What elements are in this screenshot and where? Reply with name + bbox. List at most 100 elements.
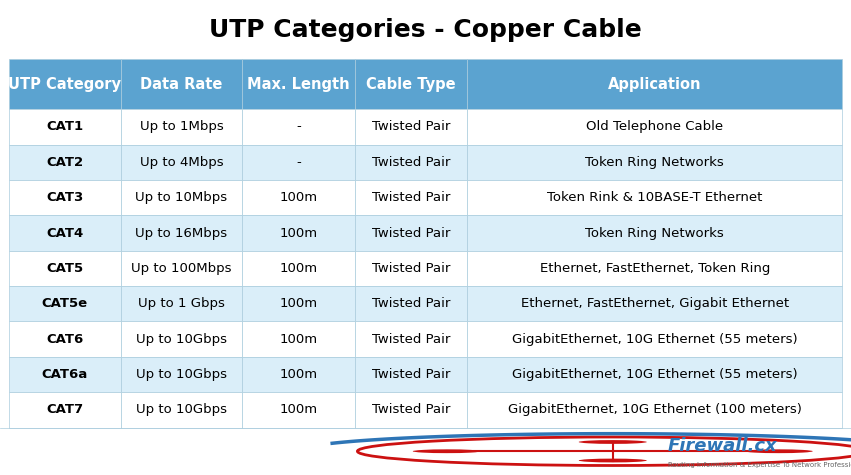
Text: Up to 10Gbps: Up to 10Gbps [136, 403, 227, 416]
Bar [121, 357, 242, 392]
Bar [355, 322, 467, 357]
Text: Routing Information & Expertise To Network Professionals: Routing Information & Expertise To Netwo… [668, 462, 851, 467]
Bar [121, 286, 242, 322]
Bar [9, 322, 121, 357]
Text: CAT5e: CAT5e [42, 297, 88, 310]
Text: Ethernet, FastEthernet, Token Ring: Ethernet, FastEthernet, Token Ring [540, 262, 770, 275]
Text: Twisted Pair: Twisted Pair [372, 368, 450, 381]
Bar [121, 109, 242, 144]
Bar [242, 180, 355, 215]
Text: -: - [296, 121, 300, 133]
Bar [467, 322, 842, 357]
Text: CAT2: CAT2 [46, 156, 83, 169]
Text: GigabitEthernet, 10G Ethernet (100 meters): GigabitEthernet, 10G Ethernet (100 meter… [508, 403, 802, 416]
Text: GigabitEthernet, 10G Ethernet (55 meters): GigabitEthernet, 10G Ethernet (55 meters… [512, 332, 797, 346]
Text: 100m: 100m [279, 262, 317, 275]
Bar [242, 286, 355, 322]
Bar [355, 109, 467, 144]
Bar [242, 215, 355, 251]
Circle shape [579, 459, 647, 463]
Circle shape [745, 449, 813, 453]
Bar [9, 286, 121, 322]
Bar [9, 392, 121, 428]
Bar [467, 357, 842, 392]
Text: Twisted Pair: Twisted Pair [372, 156, 450, 169]
Text: Up to 10Gbps: Up to 10Gbps [136, 368, 227, 381]
Text: Old Telephone Cable: Old Telephone Cable [586, 121, 723, 133]
Text: 100m: 100m [279, 297, 317, 310]
Bar [467, 109, 842, 144]
Text: Ethernet, FastEthernet, Gigabit Ethernet: Ethernet, FastEthernet, Gigabit Ethernet [521, 297, 789, 310]
Text: Up to 10Gbps: Up to 10Gbps [136, 332, 227, 346]
Text: Twisted Pair: Twisted Pair [372, 297, 450, 310]
Bar [121, 180, 242, 215]
Text: Cable Type: Cable Type [366, 77, 456, 92]
Text: Token Rink & 10BASE-T Ethernet: Token Rink & 10BASE-T Ethernet [547, 191, 762, 204]
Text: Twisted Pair: Twisted Pair [372, 403, 450, 416]
Bar [242, 251, 355, 286]
Bar [467, 144, 842, 180]
Circle shape [579, 440, 647, 444]
Text: Up to 1 Gbps: Up to 1 Gbps [138, 297, 225, 310]
Text: Twisted Pair: Twisted Pair [372, 332, 450, 346]
Bar [121, 392, 242, 428]
Text: Token Ring Networks: Token Ring Networks [585, 227, 724, 239]
Bar [467, 251, 842, 286]
Bar [355, 59, 467, 109]
Text: GigabitEthernet, 10G Ethernet (55 meters): GigabitEthernet, 10G Ethernet (55 meters… [512, 368, 797, 381]
Bar [355, 215, 467, 251]
Bar [9, 144, 121, 180]
Bar [242, 357, 355, 392]
Bar [467, 180, 842, 215]
Bar [9, 59, 121, 109]
Text: Up to 10Mbps: Up to 10Mbps [135, 191, 227, 204]
Bar [355, 357, 467, 392]
Text: CAT4: CAT4 [46, 227, 83, 239]
Bar [355, 392, 467, 428]
Text: Max. Length: Max. Length [247, 77, 350, 92]
Bar [242, 59, 355, 109]
Text: Firewall.cx: Firewall.cx [668, 437, 778, 455]
Text: 100m: 100m [279, 332, 317, 346]
Text: CAT3: CAT3 [46, 191, 83, 204]
Text: Up to 4Mbps: Up to 4Mbps [140, 156, 223, 169]
Bar [467, 59, 842, 109]
Bar [355, 144, 467, 180]
Text: Data Rate: Data Rate [140, 77, 223, 92]
Bar [242, 392, 355, 428]
Bar [467, 392, 842, 428]
Bar [121, 251, 242, 286]
Text: Up to 1Mbps: Up to 1Mbps [140, 121, 224, 133]
Text: Twisted Pair: Twisted Pair [372, 121, 450, 133]
Bar [242, 322, 355, 357]
Bar [9, 109, 121, 144]
Bar [121, 322, 242, 357]
Bar [355, 251, 467, 286]
Bar [9, 251, 121, 286]
Text: CAT7: CAT7 [46, 403, 83, 416]
Bar [467, 215, 842, 251]
Bar [121, 59, 242, 109]
Text: 100m: 100m [279, 403, 317, 416]
Bar [467, 286, 842, 322]
Text: 100m: 100m [279, 227, 317, 239]
Bar [121, 215, 242, 251]
Text: Twisted Pair: Twisted Pair [372, 262, 450, 275]
Text: CAT1: CAT1 [46, 121, 83, 133]
Text: CAT6a: CAT6a [42, 368, 88, 381]
Text: Up to 16Mbps: Up to 16Mbps [135, 227, 227, 239]
Text: CAT6: CAT6 [46, 332, 83, 346]
Text: Twisted Pair: Twisted Pair [372, 191, 450, 204]
Bar [9, 180, 121, 215]
Text: 100m: 100m [279, 191, 317, 204]
Text: Up to 100Mbps: Up to 100Mbps [131, 262, 231, 275]
Bar [121, 144, 242, 180]
Text: UTP Category: UTP Category [9, 77, 122, 92]
Bar [355, 286, 467, 322]
Bar [242, 109, 355, 144]
Text: CAT5: CAT5 [46, 262, 83, 275]
Circle shape [413, 449, 481, 453]
Bar [355, 180, 467, 215]
Text: Application: Application [608, 77, 701, 92]
Text: Token Ring Networks: Token Ring Networks [585, 156, 724, 169]
